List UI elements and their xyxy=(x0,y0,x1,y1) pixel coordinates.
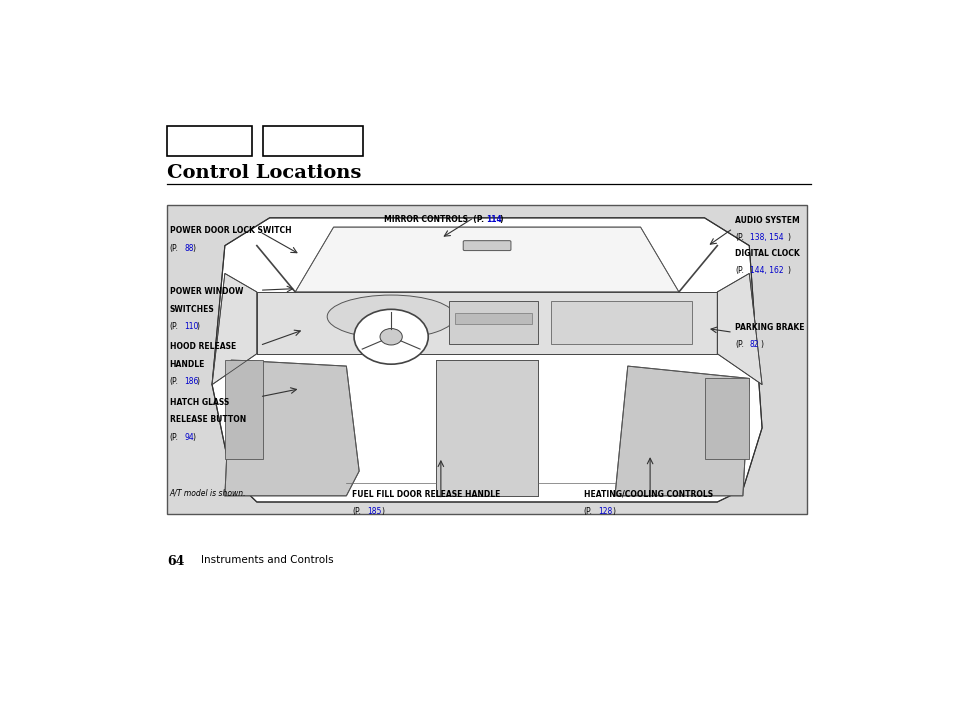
Text: Control Locations: Control Locations xyxy=(167,165,361,182)
Text: POWER DOOR LOCK SWITCH: POWER DOOR LOCK SWITCH xyxy=(170,226,291,235)
Text: Instruments and Controls: Instruments and Controls xyxy=(200,555,333,565)
FancyBboxPatch shape xyxy=(448,301,537,344)
Text: ): ) xyxy=(786,266,789,275)
Text: 82: 82 xyxy=(749,340,759,349)
Text: ): ) xyxy=(196,322,199,332)
Text: (P.: (P. xyxy=(170,433,178,442)
Polygon shape xyxy=(294,227,679,292)
Text: ): ) xyxy=(380,507,383,515)
Text: ): ) xyxy=(760,340,762,349)
Polygon shape xyxy=(212,273,256,385)
Text: SWITCHES: SWITCHES xyxy=(170,305,214,314)
Text: AUDIO SYSTEM: AUDIO SYSTEM xyxy=(735,217,799,225)
Text: (P.: (P. xyxy=(170,244,178,253)
Text: 64: 64 xyxy=(167,555,185,569)
Text: ): ) xyxy=(612,507,615,515)
Text: FUEL FILL DOOR RELEASE HANDLE: FUEL FILL DOOR RELEASE HANDLE xyxy=(352,490,500,498)
Text: (P.: (P. xyxy=(735,266,743,275)
Text: PARKING BRAKE: PARKING BRAKE xyxy=(735,323,803,332)
Circle shape xyxy=(354,310,428,364)
Text: ): ) xyxy=(193,433,195,442)
Text: 138, 154: 138, 154 xyxy=(749,234,782,242)
Text: (P.: (P. xyxy=(352,507,360,515)
Text: ): ) xyxy=(196,377,199,386)
Polygon shape xyxy=(436,360,537,496)
Text: (P.: (P. xyxy=(170,322,178,332)
FancyBboxPatch shape xyxy=(551,301,691,344)
Text: (P.: (P. xyxy=(583,507,592,515)
Polygon shape xyxy=(615,366,748,496)
Text: RELEASE BUTTON: RELEASE BUTTON xyxy=(170,415,246,425)
Text: 88: 88 xyxy=(184,244,193,253)
Text: MIRROR CONTROLS  (P.: MIRROR CONTROLS (P. xyxy=(383,215,483,224)
Circle shape xyxy=(379,329,402,345)
Polygon shape xyxy=(225,360,358,496)
FancyBboxPatch shape xyxy=(167,126,252,156)
Text: ): ) xyxy=(786,234,789,242)
Text: 144, 162: 144, 162 xyxy=(749,266,782,275)
Text: 114: 114 xyxy=(485,215,501,224)
Text: HEATING/COOLING CONTROLS: HEATING/COOLING CONTROLS xyxy=(583,490,712,498)
Text: A/T model is shown.: A/T model is shown. xyxy=(170,488,246,498)
Text: 185: 185 xyxy=(367,507,381,515)
Text: HOOD RELEASE: HOOD RELEASE xyxy=(170,342,235,351)
FancyBboxPatch shape xyxy=(167,205,806,514)
Text: (P.: (P. xyxy=(735,234,743,242)
Text: (P.: (P. xyxy=(170,377,178,386)
Text: HATCH GLASS: HATCH GLASS xyxy=(170,398,229,407)
Polygon shape xyxy=(717,273,761,385)
FancyBboxPatch shape xyxy=(263,126,363,156)
FancyBboxPatch shape xyxy=(463,241,511,251)
Text: 186: 186 xyxy=(184,377,198,386)
Text: 110: 110 xyxy=(184,322,198,332)
Polygon shape xyxy=(256,292,717,354)
Text: DIGITAL CLOCK: DIGITAL CLOCK xyxy=(735,249,799,258)
Text: POWER WINDOW: POWER WINDOW xyxy=(170,288,243,297)
Text: 94: 94 xyxy=(184,433,193,442)
Polygon shape xyxy=(703,378,748,459)
Polygon shape xyxy=(212,218,761,502)
Text: 128: 128 xyxy=(598,507,612,515)
Text: ): ) xyxy=(498,215,502,224)
Text: (P.: (P. xyxy=(735,340,743,349)
FancyBboxPatch shape xyxy=(455,313,531,324)
Text: HANDLE: HANDLE xyxy=(170,360,205,368)
Polygon shape xyxy=(225,360,263,459)
Text: ): ) xyxy=(193,244,195,253)
Ellipse shape xyxy=(327,295,455,338)
